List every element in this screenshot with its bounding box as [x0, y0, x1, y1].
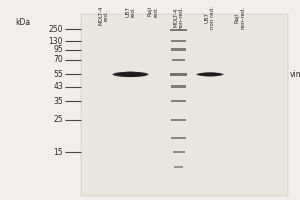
Text: U87
red.: U87 red. — [125, 6, 136, 17]
Ellipse shape — [123, 72, 138, 77]
Text: U87
non red.: U87 non red. — [205, 6, 215, 29]
Text: 15: 15 — [53, 148, 63, 157]
Text: 43: 43 — [53, 82, 63, 91]
Bar — [171, 100, 186, 102]
Text: 70: 70 — [53, 55, 63, 64]
Text: kDa: kDa — [15, 18, 30, 27]
Bar — [170, 73, 187, 76]
Text: Raji
non-red.: Raji non-red. — [235, 6, 245, 29]
Text: MOLT-4
non-red.: MOLT-4 non-red. — [173, 6, 184, 29]
Ellipse shape — [115, 73, 146, 76]
Ellipse shape — [205, 72, 215, 76]
Ellipse shape — [118, 72, 143, 77]
Text: 55: 55 — [53, 70, 63, 79]
Bar — [171, 48, 186, 51]
Bar — [172, 151, 184, 153]
Text: 250: 250 — [49, 24, 63, 33]
Text: vimentin: vimentin — [290, 70, 300, 79]
Ellipse shape — [112, 72, 148, 77]
Ellipse shape — [200, 72, 220, 76]
Text: 35: 35 — [53, 97, 63, 106]
Bar — [81, 14, 288, 196]
Bar — [171, 119, 186, 121]
Text: 130: 130 — [49, 36, 63, 46]
Bar — [171, 40, 186, 42]
Bar — [172, 59, 185, 61]
Bar — [174, 166, 183, 168]
Ellipse shape — [196, 72, 224, 76]
Text: 95: 95 — [53, 45, 63, 54]
Text: MOLT-4
red.: MOLT-4 red. — [98, 6, 109, 25]
Ellipse shape — [199, 73, 221, 76]
Text: 25: 25 — [53, 116, 63, 124]
Bar — [170, 29, 187, 31]
Bar — [171, 85, 186, 88]
Bar — [171, 137, 186, 139]
Text: Raji
red.: Raji red. — [148, 6, 158, 17]
